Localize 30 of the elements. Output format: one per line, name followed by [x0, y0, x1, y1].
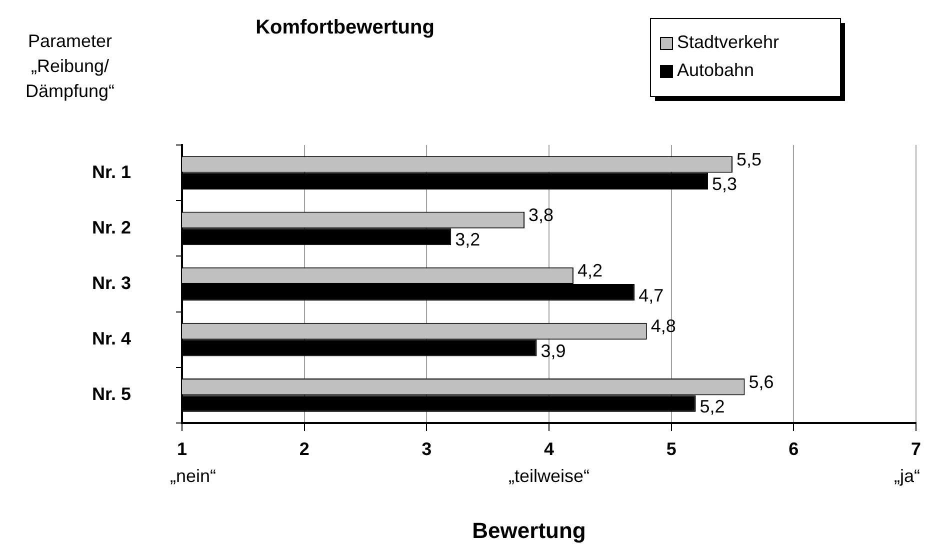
chart-title: Komfortbewertung: [256, 16, 434, 39]
y-tick-label: Nr. 1: [92, 162, 131, 182]
data-label: 4,8: [650, 316, 676, 336]
x-tick-label: 4: [544, 438, 554, 459]
x-tick-label: 3: [422, 438, 432, 459]
y-tick-label: Nr. 3: [92, 272, 131, 293]
data-label: 3,9: [540, 340, 566, 361]
data-label: 5,2: [700, 396, 725, 417]
legend-label: Stadtverkehr: [677, 32, 780, 52]
y-tick-label: Nr. 5: [92, 384, 131, 404]
y-tick-label: Nr. 2: [92, 217, 131, 238]
data-label: 5,5: [736, 149, 762, 170]
text: „ja“: [894, 466, 920, 486]
data-label: 5,3: [712, 174, 738, 194]
x-axis-title: Bewertung: [472, 518, 586, 544]
legend-label: Autobahn: [677, 60, 754, 80]
x-tick-label: 6: [788, 438, 799, 459]
x-tick-label: 5: [666, 438, 676, 459]
y-tick-label: Nr. 4: [92, 328, 131, 349]
data-label: 3,2: [455, 230, 480, 250]
y-axis-title: Parameter „Reibung/ Dämpfung“: [25, 30, 115, 101]
text: „teilweise“: [508, 466, 590, 486]
data-label: 4,7: [638, 285, 664, 306]
x-tick-label: 7: [910, 438, 922, 459]
data-label: 5,6: [748, 372, 774, 392]
data-label: 3,8: [528, 205, 554, 226]
x-tick-label: 2: [299, 438, 310, 459]
data-label: 4,2: [577, 260, 602, 281]
x-tick-label: 1: [176, 438, 188, 459]
text: „nein“: [170, 466, 216, 486]
